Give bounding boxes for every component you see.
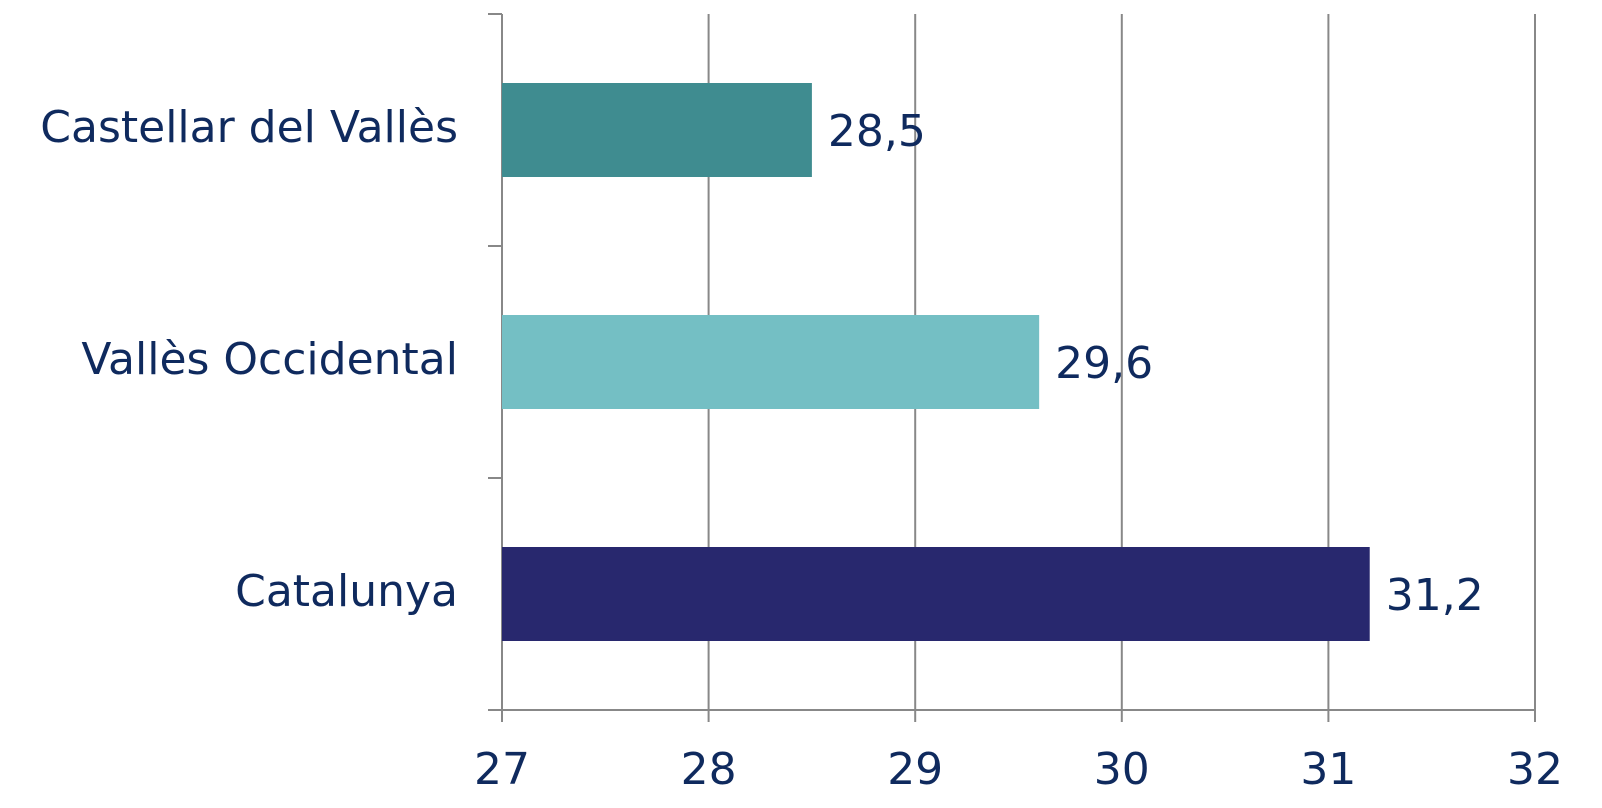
x-tick-label: 29 bbox=[887, 744, 943, 795]
y-tick-label: Catalunya bbox=[235, 566, 458, 617]
value-label: 31,2 bbox=[1386, 570, 1484, 621]
x-tick-label: 30 bbox=[1094, 744, 1150, 795]
y-tick-label: Vallès Occidental bbox=[81, 334, 458, 385]
bar bbox=[502, 547, 1370, 641]
x-tick-label: 32 bbox=[1507, 744, 1563, 795]
x-tick-label: 28 bbox=[681, 744, 737, 795]
x-tick-label: 31 bbox=[1300, 744, 1356, 795]
value-label: 29,6 bbox=[1055, 338, 1153, 389]
value-label: 28,5 bbox=[828, 106, 926, 157]
y-tick-label: Castellar del Vallès bbox=[40, 102, 458, 153]
bar bbox=[502, 83, 812, 177]
bar bbox=[502, 315, 1040, 409]
x-tick-label: 27 bbox=[474, 744, 530, 795]
